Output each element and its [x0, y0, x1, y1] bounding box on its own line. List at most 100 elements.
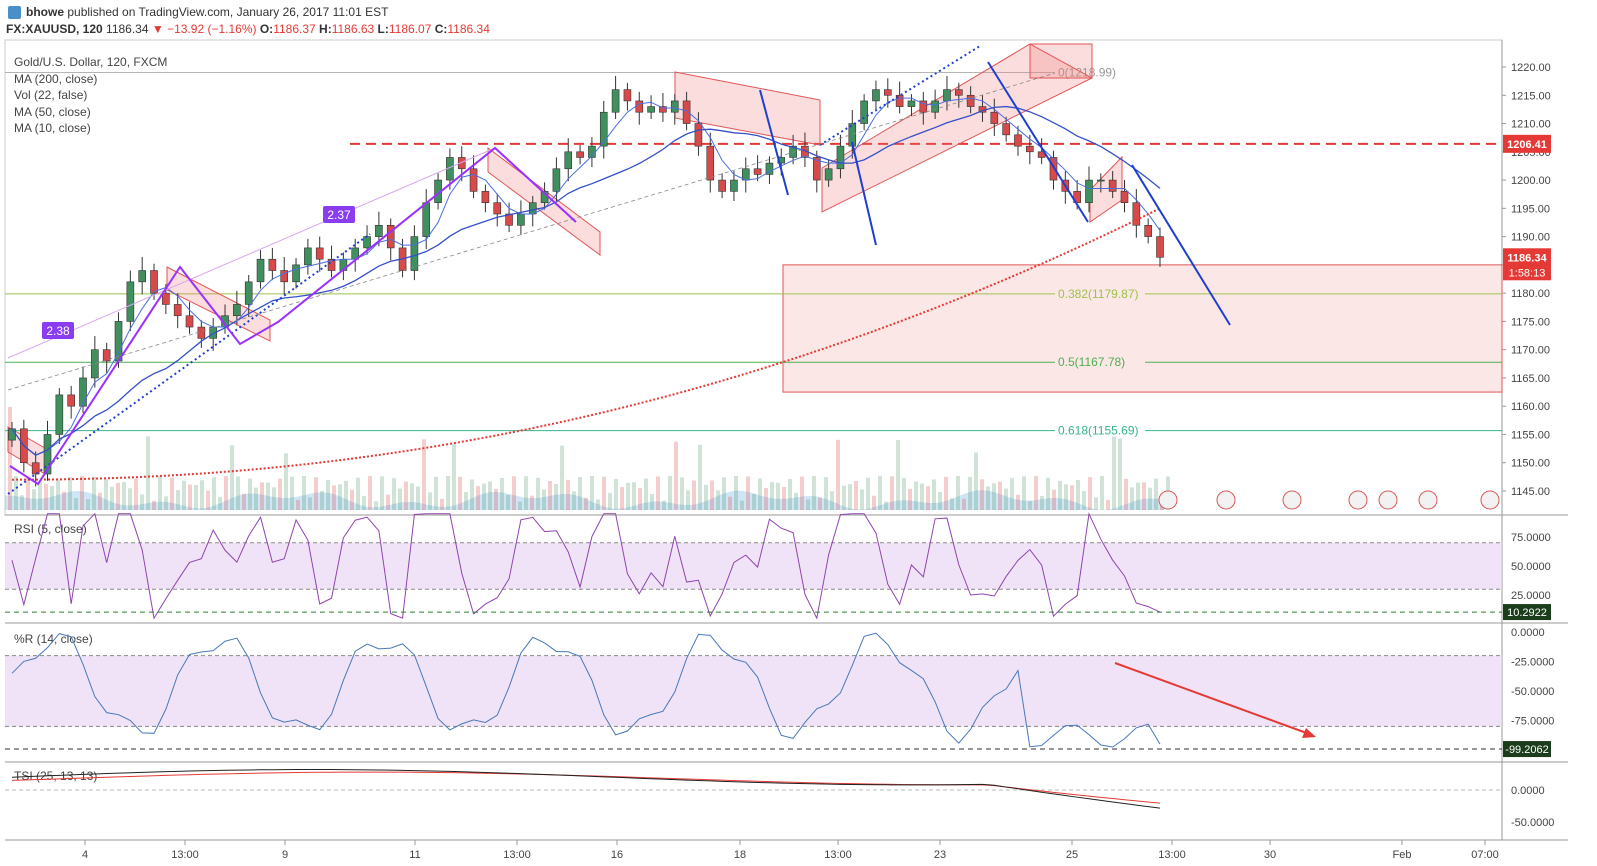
volume-bar: [728, 496, 732, 510]
volume-bar: [128, 488, 132, 510]
candle-body: [79, 377, 87, 407]
volume-bar: [68, 477, 72, 510]
ratio-badge: [323, 206, 355, 223]
volume-bar: [428, 492, 432, 510]
volume-bar: [176, 490, 180, 510]
price-tick-label: 1145.00: [1511, 486, 1550, 498]
volume-bar: [734, 476, 738, 510]
symbol-name[interactable]: FX:XAUUSD, 120: [6, 22, 103, 36]
volume-bar: [674, 441, 678, 510]
high-value: 1186.63: [331, 22, 375, 36]
volume-bar: [134, 478, 138, 510]
volume-bar: [626, 482, 630, 510]
volume-bar: [1076, 480, 1080, 510]
channel-drawing: [1089, 155, 1123, 223]
forecast-line: [759, 89, 789, 196]
volume-bar: [98, 492, 102, 510]
volume-bar: [164, 496, 168, 510]
volume-bar: [926, 486, 930, 510]
candle-body: [304, 247, 312, 266]
volume-bar: [458, 476, 462, 510]
volume-bar: [1118, 438, 1122, 510]
volume-bar: [326, 480, 330, 510]
candle-body: [1073, 191, 1081, 203]
downtrend-arrowhead: [1302, 728, 1316, 738]
volume-bar: [332, 485, 336, 510]
volume-bar: [1130, 487, 1134, 510]
wr-pane-label[interactable]: %R (14, close): [14, 632, 93, 646]
trend-support-line: [7, 233, 371, 495]
volume-bar: [944, 476, 948, 510]
ma10-line: [11, 97, 1161, 456]
price-tick-label: 1180.00: [1511, 288, 1550, 300]
price-tick-label: 1165.00: [1511, 373, 1550, 385]
volume-bar: [824, 477, 828, 510]
study-ma200[interactable]: MA (200, close): [14, 71, 98, 86]
volume-bar: [500, 478, 504, 510]
volume-bar: [644, 478, 648, 510]
time-tick-label: Feb: [1393, 849, 1412, 861]
candle-body: [599, 111, 608, 147]
candle-body: [694, 123, 703, 147]
time-tick-label: 9: [282, 849, 288, 861]
volume-bar: [62, 491, 66, 510]
volume-bar: [746, 476, 750, 510]
fib-level-label: 0.382(1179.87): [1058, 287, 1139, 301]
candle-body: [647, 106, 655, 113]
study-main[interactable]: Gold/U.S. Dollar, 120, FXCM: [14, 55, 168, 69]
open-value: 1186.37: [273, 22, 316, 36]
study-ma50[interactable]: MA (50, close): [14, 104, 91, 119]
volume-bar: [860, 489, 864, 510]
username[interactable]: bhowe: [26, 5, 64, 19]
volume-bar: [758, 478, 762, 510]
candle-body: [682, 100, 691, 124]
wr-band: [5, 655, 1502, 727]
candle-body: [1132, 202, 1141, 226]
candle-body: [860, 100, 868, 124]
candle-body: [1026, 145, 1034, 153]
volume-bar: [800, 476, 804, 510]
candle-body: [706, 145, 715, 181]
volume-bar: [950, 498, 954, 510]
volume-bar: [290, 476, 294, 510]
volume-bar: [194, 485, 198, 510]
candle-body: [8, 428, 16, 441]
candle-body: [1014, 134, 1022, 147]
candle-body: [162, 292, 170, 305]
volume-bar: [140, 494, 144, 510]
candle-body: [1108, 179, 1117, 192]
volume-bar: [1022, 476, 1026, 510]
volume-bar: [182, 480, 186, 510]
volume-bar: [206, 490, 210, 510]
volume-bar: [302, 476, 306, 510]
last-price-box: [1503, 248, 1551, 281]
volume-bar: [188, 484, 192, 510]
volume-bar: [416, 486, 420, 510]
price-tick-label: 1155.00: [1511, 429, 1550, 441]
volume-bar: [548, 481, 552, 510]
volume-bar: [986, 486, 990, 510]
candle-body: [623, 89, 632, 102]
volume-bar: [1148, 487, 1152, 510]
rsi-pane-label[interactable]: RSI (5, close): [14, 522, 87, 536]
volume-bar: [146, 436, 150, 510]
volume-bar: [152, 500, 156, 510]
volume-bar: [482, 483, 486, 510]
price-tick-label: 1200.00: [1511, 175, 1551, 187]
study-volume[interactable]: Vol (22, false): [14, 88, 88, 102]
candle-body: [67, 394, 75, 407]
candle-body: [31, 462, 40, 475]
candle-body: [1144, 224, 1152, 237]
candle-body: [895, 94, 904, 107]
fib-level-label: 0(1218.99): [1058, 66, 1116, 80]
publish-text: published on TradingView.com, January 26…: [67, 5, 389, 19]
economic-event-icon: [1158, 490, 1178, 510]
candle-body: [114, 321, 123, 362]
volume-area: [5, 490, 1165, 510]
volume-bar: [212, 477, 216, 510]
volume-bar: [908, 488, 912, 510]
volume-bar: [488, 481, 492, 510]
study-ma10[interactable]: MA (10, close): [14, 121, 91, 135]
volume-bar: [356, 477, 360, 510]
